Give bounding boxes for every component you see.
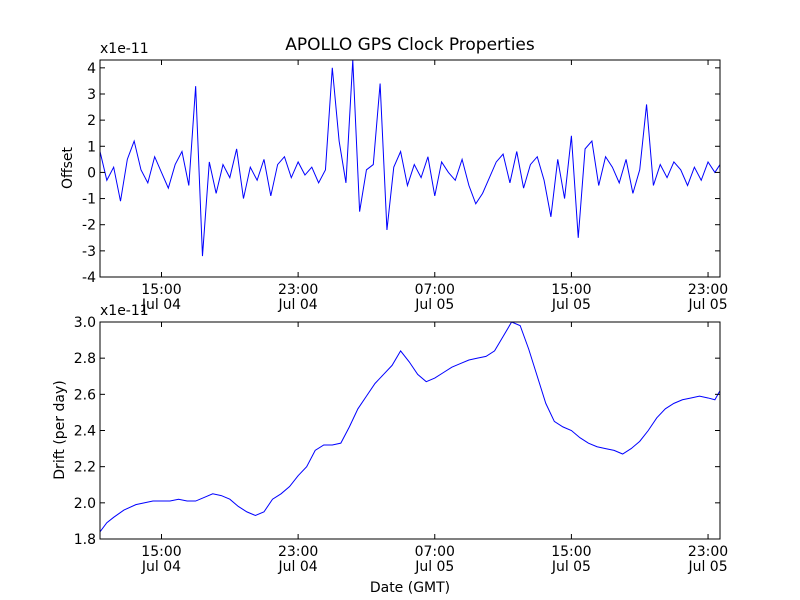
x-tick-time-label: 23:00 [278,544,318,560]
x-tick-date-label: Jul 05 [551,297,591,313]
x-tick-time-label: 07:00 [415,282,455,298]
drift-scale-label: x1e-11 [100,303,149,319]
x-tick-date-label: Jul 05 [551,559,591,575]
offset-series-line [100,60,720,257]
figure-title: APOLLO GPS Clock Properties [285,35,535,55]
y-tick-label: 2.6 [74,387,96,403]
y-tick-label: -1 [82,192,96,208]
drift-y-ticks: 1.8 2.0 2.2 2.4 2.6 2.8 3.0 [74,315,720,548]
y-tick-label: 2.2 [74,460,96,476]
y-tick-label: 3.0 [74,315,96,331]
y-tick-label: -4 [82,270,96,286]
x-tick-time-label: 15:00 [141,544,181,560]
x-tick-date-label: Jul 04 [141,559,181,575]
drift-series-line [100,322,720,533]
x-tick-time-label: 15:00 [141,282,181,298]
drift-y-axis-label: Drift (per day) [52,380,68,479]
x-tick-date-label: Jul 05 [414,559,454,575]
offset-y-ticks: -4 -3 -2 -1 0 1 2 3 4 [82,61,720,286]
y-tick-label: 2.4 [74,424,96,440]
x-tick-date-label: Jul 04 [278,297,318,313]
drift-panel: x1e-11 Drift (per day) 1.8 2.0 2.2 2.4 2.6 2.… [52,303,728,575]
y-tick-label: 1.8 [74,532,96,548]
x-tick-time-label: 23:00 [688,282,728,298]
x-tick-date-label: Jul 04 [278,559,318,575]
x-tick-time-label: 15:00 [551,544,591,560]
offset-y-axis-label: Offset [60,146,76,189]
y-tick-label: 2 [87,113,96,129]
x-tick-time-label: 15:00 [551,282,591,298]
x-tick-date-label: Jul 05 [414,297,454,313]
x-tick-time-label: 23:00 [278,282,318,298]
y-tick-label: -2 [82,218,96,234]
x-tick-time-label: 07:00 [415,544,455,560]
x-tick-time-label: 23:00 [688,544,728,560]
x-tick-date-label: Jul 04 [141,297,181,313]
x-tick-date-label: Jul 05 [687,297,727,313]
y-tick-label: 1 [87,139,96,155]
x-tick-date-label: Jul 05 [687,559,727,575]
y-tick-label: 0 [87,165,96,181]
x-axis-label: Date (GMT) [370,580,450,596]
offset-scale-label: x1e-11 [100,41,149,57]
y-tick-label: 3 [87,87,96,103]
y-tick-label: -3 [82,244,96,260]
y-tick-label: 4 [87,61,96,77]
y-tick-label: 2.8 [74,351,96,367]
offset-plot-frame [99,59,721,278]
y-tick-label: 2.0 [74,496,96,512]
